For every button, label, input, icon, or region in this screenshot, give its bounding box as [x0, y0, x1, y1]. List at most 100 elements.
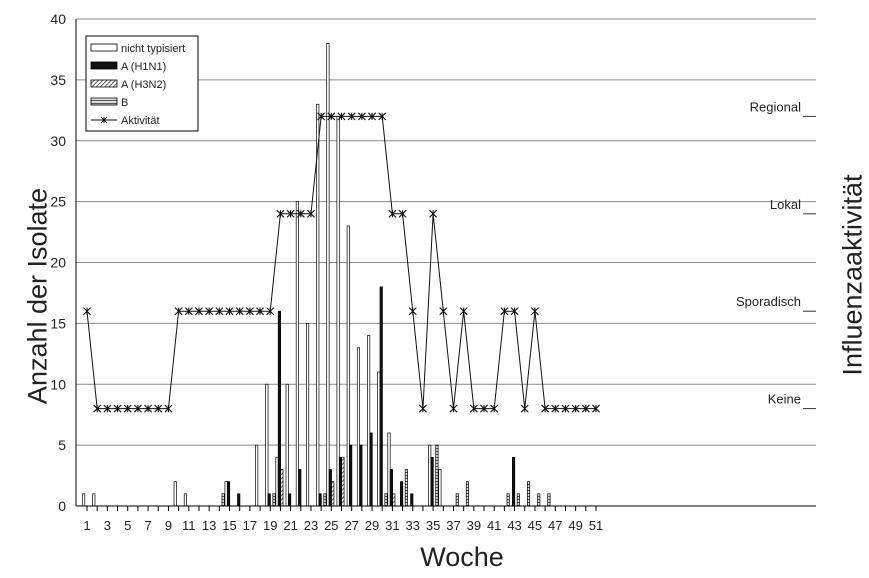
bar: [392, 493, 396, 507]
activity-marker: [113, 404, 122, 413]
activity-marker: [551, 404, 560, 413]
activity-marker: [469, 404, 478, 413]
activity-marker: [378, 112, 387, 121]
x-tick-label: 41: [487, 518, 501, 533]
bar: [404, 469, 408, 507]
activity-marker: [103, 404, 112, 413]
bar: [255, 444, 259, 507]
x-tick-label: 17: [243, 518, 257, 533]
y-axis-label: Anzahl der Isolate: [22, 187, 53, 405]
bar: [336, 116, 340, 507]
activity-marker: [225, 307, 234, 316]
bar: [387, 432, 391, 507]
legend-label: A (H1N1): [121, 61, 166, 73]
legend-swatch: [90, 79, 118, 88]
bar: [306, 323, 310, 507]
bar: [331, 481, 335, 507]
activity-marker: [174, 307, 183, 316]
activity-marker: [368, 112, 377, 121]
activity-marker: [245, 307, 254, 316]
activity-marker: [286, 209, 295, 218]
bar: [438, 469, 442, 507]
activity-marker: [317, 112, 326, 121]
activity-line: [83, 112, 600, 413]
bar: [316, 103, 320, 507]
legend-swatch: [90, 61, 118, 70]
activity-marker: [408, 307, 417, 316]
bar: [277, 310, 281, 507]
bar: [455, 493, 459, 507]
y-tick-label: 10: [50, 376, 66, 392]
bar: [92, 493, 96, 507]
x-tick-label: 49: [568, 518, 582, 533]
x-tick-label: 7: [144, 518, 151, 533]
x-tick-label: 23: [304, 518, 318, 533]
activity-marker: [93, 404, 102, 413]
bar: [349, 444, 353, 507]
bar: [288, 493, 292, 507]
bar: [435, 444, 439, 507]
x-tick-label: 31: [385, 518, 399, 533]
bar: [356, 347, 361, 507]
bar: [323, 493, 327, 507]
x-tick-label: 9: [165, 518, 172, 533]
activity-marker: [500, 307, 509, 316]
bar: [512, 456, 516, 507]
bar: [183, 493, 187, 507]
y-tick-label: 25: [50, 194, 66, 210]
bar: [369, 432, 373, 507]
activity-marker: [357, 112, 366, 121]
activity-marker: [184, 307, 193, 316]
legend-swatch: [90, 97, 118, 106]
activity-marker: [398, 209, 407, 218]
bar: [379, 286, 383, 507]
y-tick-label: 30: [50, 133, 66, 149]
bar: [280, 469, 284, 507]
activity-marker: [530, 307, 539, 316]
bar: [82, 493, 86, 507]
activity-marker: [215, 307, 224, 316]
y-tick-label: 40: [50, 11, 66, 27]
bar: [275, 456, 279, 507]
activity-marker: [83, 307, 91, 316]
bar: [547, 493, 551, 507]
bar: [410, 493, 414, 507]
bar: [389, 469, 393, 507]
x-tick-label: 51: [589, 518, 603, 533]
x-tick-label: 13: [202, 518, 216, 533]
activity-level-label: Sporadisch: [736, 294, 801, 309]
bar: [400, 481, 404, 507]
activity-marker: [439, 307, 448, 316]
legend-label: A (H3N2): [121, 79, 166, 91]
legend-label: Aktivität: [121, 115, 160, 127]
activity-marker: [510, 307, 519, 316]
bar: [285, 383, 289, 507]
y2-axis-label: Influenzaaktivität: [837, 174, 868, 376]
activity-marker: [541, 404, 550, 413]
activity-marker: [327, 112, 336, 121]
bar: [318, 493, 322, 507]
bar: [430, 456, 434, 507]
y-tick-label: 15: [50, 315, 66, 331]
activity-marker: [459, 307, 468, 316]
x-tick-label: 25: [324, 518, 338, 533]
bar: [237, 493, 241, 507]
x-tick-label: 45: [528, 518, 542, 533]
activity-marker: [561, 404, 570, 413]
legend-label: nicht typisiert: [121, 43, 185, 55]
bar: [267, 493, 271, 507]
activity-marker: [347, 112, 356, 121]
bar: [428, 444, 432, 507]
x-tick-label: 35: [426, 518, 440, 533]
activity-level-label: Lokal: [770, 197, 801, 212]
activity-marker: [388, 209, 397, 218]
x-tick-label: 47: [548, 518, 562, 533]
activity-marker: [205, 307, 214, 316]
activity-marker: [235, 307, 244, 316]
bar: [224, 481, 228, 507]
x-tick-label: 39: [467, 518, 481, 533]
activity-marker: [164, 404, 173, 413]
bar: [359, 444, 363, 507]
bar: [226, 481, 231, 507]
